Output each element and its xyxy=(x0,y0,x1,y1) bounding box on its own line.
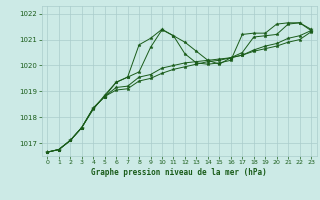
X-axis label: Graphe pression niveau de la mer (hPa): Graphe pression niveau de la mer (hPa) xyxy=(91,168,267,177)
